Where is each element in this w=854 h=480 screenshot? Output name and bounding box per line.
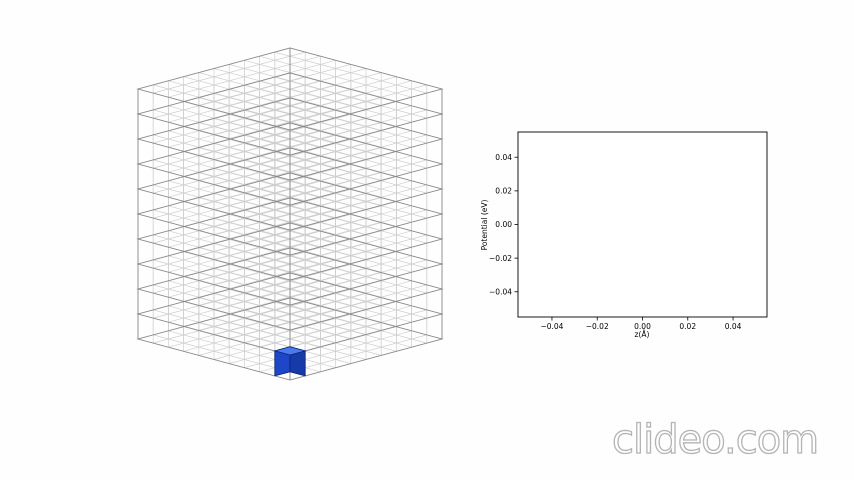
plot-area-frame bbox=[517, 131, 768, 318]
potential-plot: −0.04 −0.02 0.00 0.02 0.04 0.04 0.02 0.00 −0.02… bbox=[480, 131, 768, 339]
x-tick-label: 0.00 bbox=[634, 322, 651, 331]
y-axis-label: Potential (eV) bbox=[480, 200, 489, 251]
x-tick-label: −0.02 bbox=[586, 322, 609, 331]
grid-level-outlines bbox=[136, 47, 444, 381]
clideo-watermark: clideo.com bbox=[611, 416, 819, 463]
x-tick-label: 0.02 bbox=[679, 322, 696, 331]
simulation-grid-cube bbox=[136, 47, 444, 381]
y-tick-label: 0.02 bbox=[495, 187, 512, 196]
x-tick-label: 0.04 bbox=[725, 322, 742, 331]
y-tick-label: −0.04 bbox=[489, 287, 512, 296]
x-axis-label: z(Å) bbox=[635, 330, 650, 339]
x-axis-ticks: −0.04 −0.02 0.00 0.02 0.04 bbox=[540, 317, 742, 331]
x-tick-label: −0.04 bbox=[540, 322, 563, 331]
y-tick-label: 0.04 bbox=[495, 153, 512, 162]
y-axis-ticks: 0.04 0.02 0.00 −0.02 −0.04 bbox=[489, 153, 518, 296]
y-tick-label: −0.02 bbox=[489, 254, 512, 263]
marked-cell-cube bbox=[273, 346, 307, 377]
y-tick-label: 0.00 bbox=[495, 220, 512, 229]
